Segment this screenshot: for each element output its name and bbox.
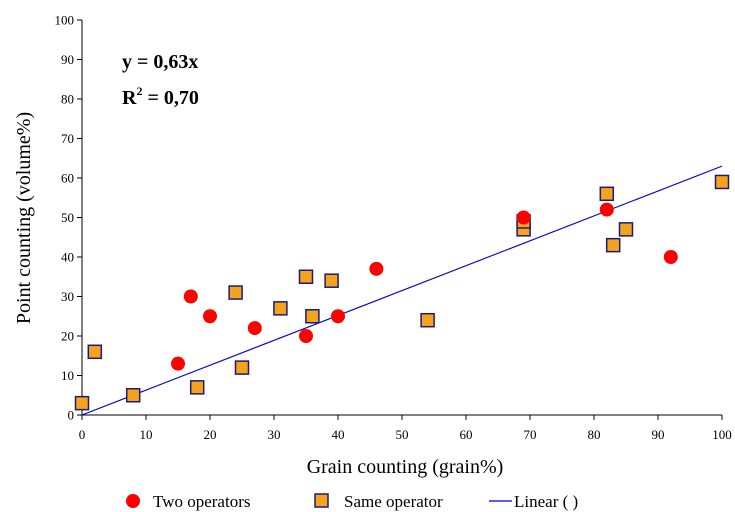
trendline-layer bbox=[81, 165, 723, 416]
legend-label-two-operators: Two operators bbox=[153, 492, 250, 511]
x-tick-label: 70 bbox=[524, 427, 537, 442]
two-operators-point bbox=[203, 309, 217, 324]
x-axis-title: Grain counting (grain%) bbox=[307, 456, 504, 478]
x-ticks: 0 10 20 30 40 50 60 70 80 90 100 bbox=[79, 415, 732, 442]
x-tick-label: 50 bbox=[396, 427, 409, 442]
y-tick-label: 30 bbox=[61, 289, 74, 304]
legend-marker-same-operator bbox=[314, 493, 329, 508]
legend-marker-two-operators bbox=[126, 494, 140, 508]
same-operator-point bbox=[420, 312, 435, 328]
two-operators-point bbox=[516, 210, 531, 225]
same-operator-point bbox=[305, 309, 320, 324]
same-operator-point bbox=[618, 222, 634, 237]
same-operator-point bbox=[599, 186, 615, 202]
y-tick-label: 40 bbox=[61, 250, 74, 265]
two-operators-point bbox=[171, 356, 185, 371]
y-tick-label: 90 bbox=[61, 52, 74, 67]
x-tick-label: 60 bbox=[460, 427, 473, 442]
x-tick-label: 80 bbox=[588, 427, 601, 442]
linear-trendline bbox=[81, 165, 723, 416]
two-operators-point bbox=[331, 309, 345, 324]
same-operator-point bbox=[273, 301, 288, 316]
y-axis-title: Point counting (volume%) bbox=[13, 112, 35, 324]
y-tick-label: 10 bbox=[61, 368, 74, 383]
same-operator-point bbox=[189, 380, 205, 395]
legend: Two operators Same operator Linear ( ) bbox=[126, 492, 578, 511]
two-operators-point bbox=[299, 329, 313, 343]
y-tick-label: 100 bbox=[55, 13, 75, 28]
x-tick-label: 100 bbox=[712, 427, 732, 442]
same-operator-point bbox=[228, 285, 243, 300]
x-tick-label: 90 bbox=[652, 427, 665, 442]
x-tick-label: 10 bbox=[140, 427, 153, 442]
same-operator-point bbox=[298, 269, 314, 284]
r-squared-superscript: 2 bbox=[136, 84, 142, 98]
r-squared-label: R bbox=[122, 87, 137, 109]
r-squared-annotation: R2 = 0,70 bbox=[122, 84, 199, 109]
two-operators-point bbox=[183, 289, 198, 304]
x-tick-label: 0 bbox=[79, 427, 86, 442]
same-operator-point bbox=[714, 174, 730, 190]
y-ticks: 0 10 20 30 40 50 60 70 80 90 100 bbox=[55, 13, 82, 423]
two-operators-point bbox=[369, 261, 384, 276]
r-squared-value: = 0,70 bbox=[142, 87, 198, 109]
same-operator-point bbox=[234, 360, 250, 375]
two-operators-point bbox=[599, 202, 614, 217]
y-tick-label: 20 bbox=[61, 329, 74, 344]
plot-area bbox=[82, 20, 722, 415]
y-tick-label: 70 bbox=[61, 131, 74, 146]
same-operator-point bbox=[125, 388, 141, 403]
y-tick-label: 60 bbox=[61, 171, 74, 186]
marker-layer bbox=[74, 174, 730, 411]
same-operator-point bbox=[74, 395, 90, 411]
two-operators-point bbox=[663, 250, 678, 264]
legend-label-same-operator: Same operator bbox=[344, 492, 443, 511]
two-operators-point bbox=[247, 321, 262, 336]
y-tick-label: 50 bbox=[61, 210, 74, 225]
x-tick-label: 40 bbox=[332, 427, 345, 442]
same-operator-point bbox=[605, 237, 621, 253]
same-operator-point bbox=[324, 273, 339, 288]
equation-annotation: y = 0,63x bbox=[122, 51, 198, 73]
legend-label-linear: Linear ( ) bbox=[514, 492, 578, 511]
same-operator-point bbox=[87, 344, 103, 360]
y-tick-label: 0 bbox=[68, 408, 75, 423]
y-tick-label: 80 bbox=[61, 92, 74, 107]
x-tick-label: 20 bbox=[204, 427, 217, 442]
x-tick-label: 30 bbox=[268, 427, 281, 442]
